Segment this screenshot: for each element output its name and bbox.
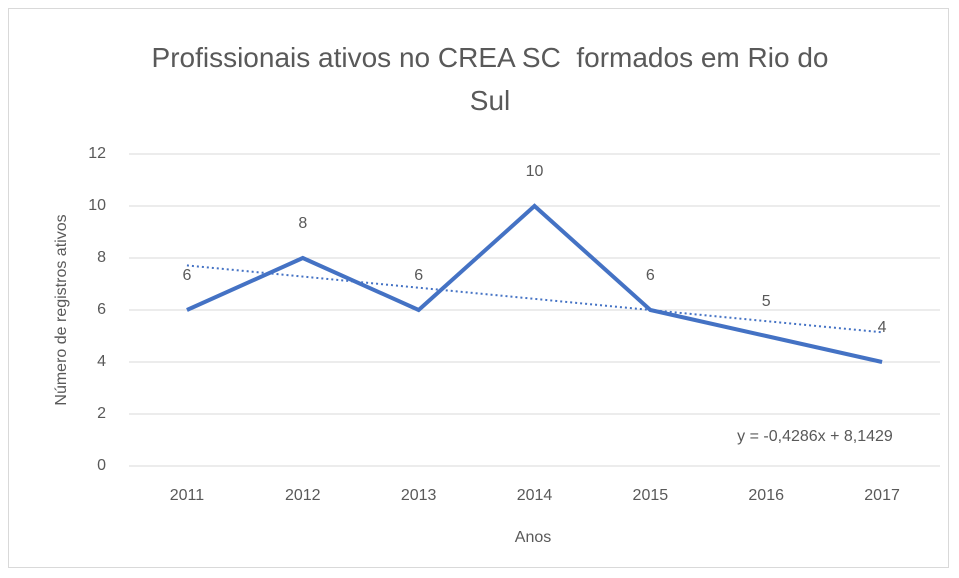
data-label: 8 [298,215,307,232]
y-tick-label: 2 [97,405,106,422]
x-axis-label: Anos [515,529,551,546]
data-label: 6 [182,267,191,284]
data-label: 6 [414,267,423,284]
y-tick-label: 6 [97,301,106,318]
trendline-equation: y = -0,4286x + 8,1429 [737,428,893,445]
trendline [186,264,883,334]
y-tick-label: 8 [97,249,106,266]
y-tick-label: 0 [97,457,106,474]
data-label: 6 [646,267,655,284]
x-tick-label: 2013 [401,487,437,504]
chart-title: Profissionais ativos no CREA SC formados… [151,42,837,116]
chart-border [8,8,949,568]
x-tick-label: 2015 [633,487,669,504]
data-label: 4 [878,319,887,336]
y-axis-label: Número de registros ativos [53,214,70,405]
x-tick-label: 2012 [285,487,321,504]
data-line [186,203,883,364]
x-tick-label: 2011 [170,487,205,504]
y-tick-label: 4 [97,353,106,370]
x-tick-label: 2016 [748,487,784,504]
x-tick-label: 2017 [864,487,900,504]
y-tick-label: 10 [88,197,106,214]
x-tick-label: 2014 [517,487,553,504]
y-tick-label: 12 [88,145,106,162]
data-label: 10 [526,163,544,180]
data-label: 5 [762,293,771,310]
